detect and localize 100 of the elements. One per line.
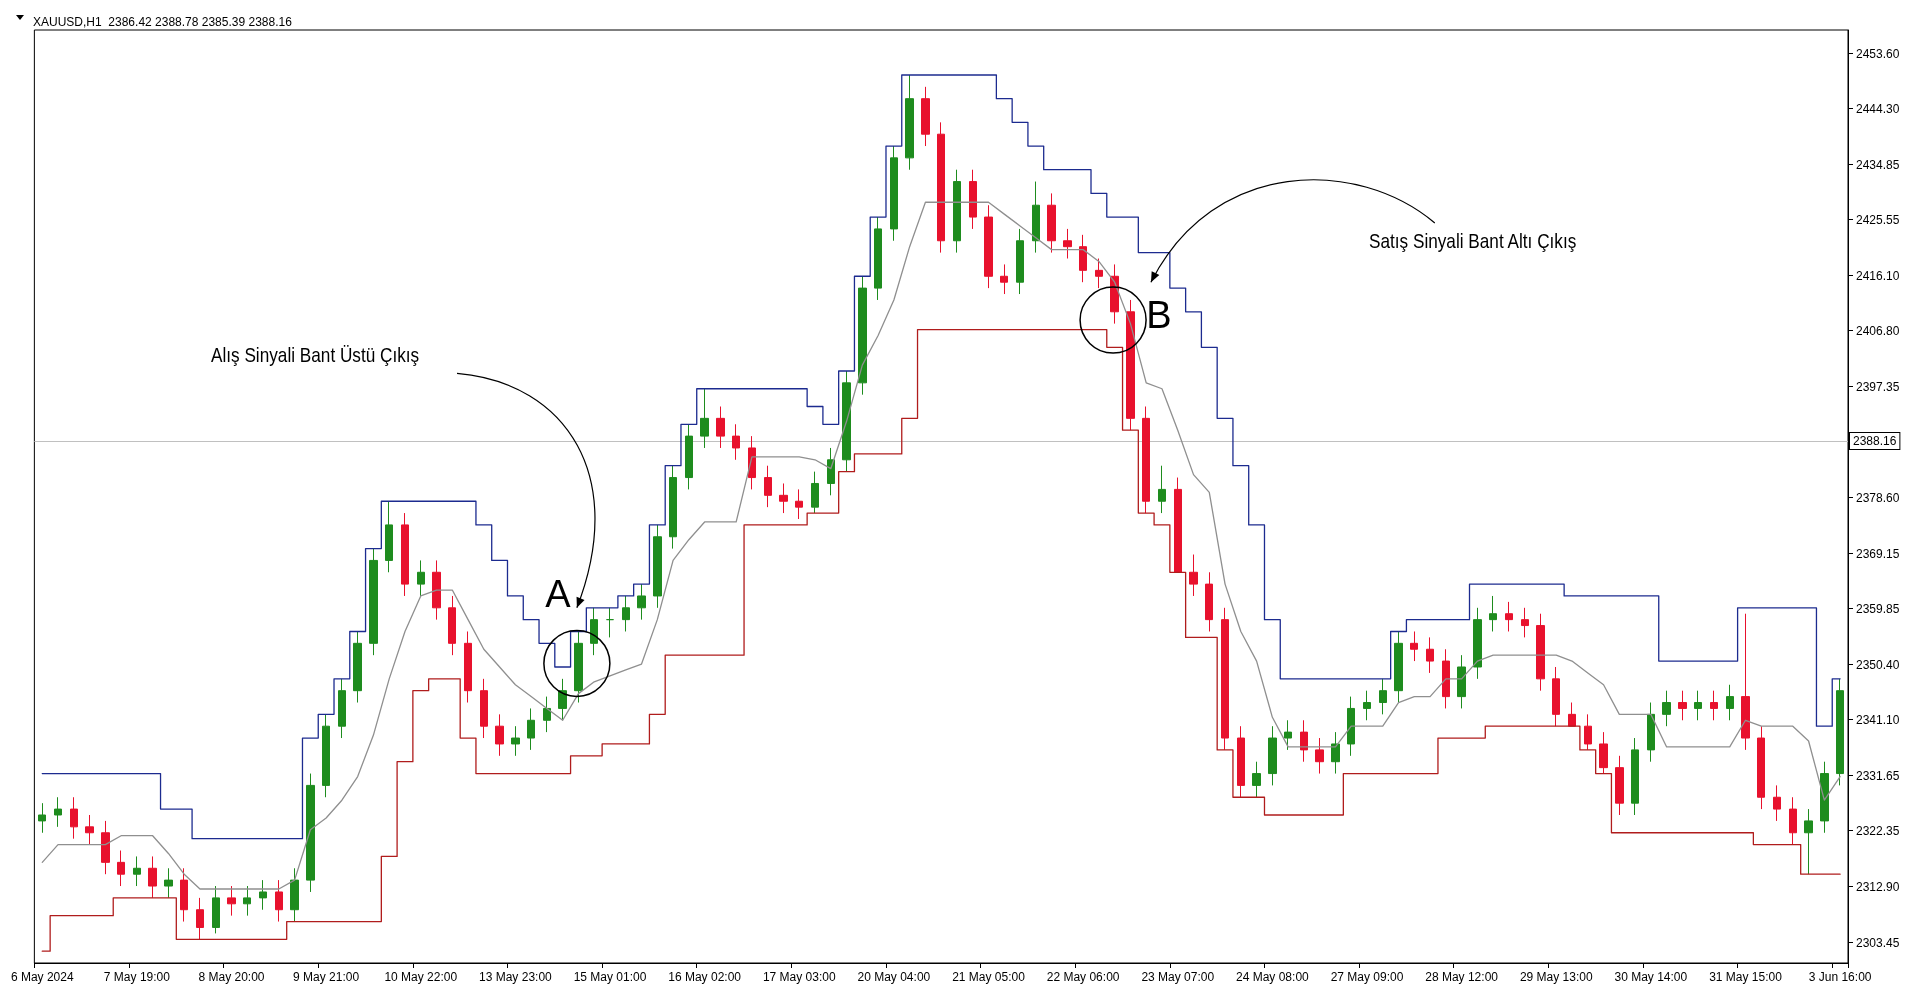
candlestick — [148, 855, 157, 899]
candlestick — [1536, 613, 1545, 692]
y-tick-label: 2444.30 — [1856, 101, 1900, 116]
x-tick-label: 9 May 21:00 — [293, 970, 360, 984]
y-tick-label: 2359.85 — [1856, 601, 1900, 616]
candlestick — [54, 796, 62, 828]
candlestick — [464, 630, 472, 704]
candlestick — [827, 447, 835, 496]
candlestick — [259, 879, 267, 911]
annotation: Satış Sinyali Bant Altı Çıkış — [1369, 230, 1577, 253]
candlestick — [1047, 192, 1056, 254]
candlestick — [622, 595, 630, 632]
candlestick — [558, 678, 567, 721]
candlestick — [212, 885, 220, 934]
candlestick — [1678, 690, 1687, 721]
candlestick — [685, 423, 693, 490]
candlestick — [1615, 755, 1624, 816]
candlestick — [779, 482, 788, 514]
y-tick-label: 2341.10 — [1856, 712, 1900, 727]
y-tick-label: 2416.10 — [1856, 268, 1900, 283]
candlestick — [1426, 636, 1434, 674]
x-tick-label: 17 May 03:00 — [762, 970, 836, 984]
candlestick — [795, 488, 803, 520]
candlestick — [417, 559, 425, 597]
y-tick-label: 2350.40 — [1856, 657, 1900, 672]
candlestick — [574, 630, 583, 704]
candlestick — [1410, 630, 1418, 662]
candlestick — [1457, 654, 1466, 709]
x-tick-label: 24 May 08:00 — [1236, 970, 1310, 984]
candlestick — [921, 86, 930, 147]
candlestick — [353, 630, 362, 704]
candlestick — [1221, 607, 1229, 751]
candlestick — [1741, 613, 1750, 751]
x-tick-label: 20 May 04:00 — [857, 970, 931, 984]
candlestick — [1489, 595, 1497, 632]
x-tick-label: 21 May 05:00 — [952, 970, 1026, 984]
candlestick — [1836, 678, 1844, 786]
y-tick-label: 2406.80 — [1856, 323, 1900, 338]
x-tick-label: 27 May 09:00 — [1330, 970, 1404, 984]
candlestick — [432, 559, 441, 621]
candlestick — [874, 216, 882, 301]
candlestick — [275, 879, 283, 923]
candlestick — [1584, 713, 1592, 751]
candlestick — [543, 696, 551, 733]
candlestick — [1032, 181, 1040, 254]
candlestick — [905, 74, 914, 171]
candlestick — [1505, 601, 1513, 632]
candlestick — [811, 471, 819, 514]
y-tick-label: 2378.60 — [1856, 490, 1900, 505]
candlestick — [1379, 678, 1387, 715]
candlestick — [1568, 702, 1576, 727]
candlestick — [401, 512, 409, 597]
candlestick — [1268, 725, 1277, 786]
candlestick — [1189, 554, 1198, 597]
annotation: A — [545, 573, 572, 616]
candlestick — [1095, 258, 1103, 289]
candlestick — [495, 713, 504, 757]
candlestick — [511, 725, 520, 757]
candlestick — [117, 850, 125, 887]
candlestick — [180, 867, 188, 923]
y-tick-label: 2312.90 — [1856, 879, 1900, 894]
candlestick — [937, 121, 945, 254]
candlestick — [101, 820, 110, 875]
candlestick — [669, 465, 677, 550]
candlestick — [1820, 761, 1829, 834]
candlestick — [70, 796, 78, 840]
candlestick — [590, 607, 598, 656]
annotation: B — [1146, 293, 1172, 336]
candlestick — [448, 595, 456, 656]
candlestick — [700, 388, 709, 449]
candlestick — [1757, 725, 1765, 810]
candlestick — [1647, 702, 1655, 763]
candlestick — [38, 802, 46, 834]
candlestick — [1694, 690, 1702, 721]
x-tick-label: 15 May 01:00 — [573, 970, 647, 984]
candlestick — [1631, 737, 1639, 816]
x-tick-label: 6 May 2024 — [10, 970, 74, 984]
candlestick — [1726, 684, 1734, 721]
x-tick-label: 29 May 13:00 — [1519, 970, 1593, 984]
x-tick-label: 16 May 02:00 — [668, 970, 742, 984]
candlestick — [653, 524, 662, 609]
y-tick-label: 2425.55 — [1856, 212, 1900, 227]
candlestick — [953, 169, 961, 254]
candlestick — [1789, 796, 1797, 846]
candlestick — [890, 145, 898, 242]
candlestick — [1174, 477, 1182, 573]
y-tick-label: 2369.15 — [1856, 546, 1900, 561]
candlestick — [1205, 571, 1213, 632]
y-tick-label: 2434.85 — [1856, 157, 1900, 172]
candlestick — [1347, 696, 1355, 757]
chart-title: XAUUSD,H1 2386.42 2388.78 2385.39 2388.16 — [33, 15, 293, 29]
x-tick-label: 30 May 14:00 — [1614, 970, 1688, 984]
x-tick-label: 10 May 22:00 — [384, 970, 458, 984]
candlestick — [1284, 719, 1292, 751]
candlestick — [243, 885, 251, 917]
y-tick-label: 2453.60 — [1856, 46, 1900, 61]
candlestick — [527, 707, 535, 751]
candlestick — [842, 370, 851, 473]
candlestick — [85, 814, 94, 846]
x-tick-label: 23 May 07:00 — [1141, 970, 1215, 984]
